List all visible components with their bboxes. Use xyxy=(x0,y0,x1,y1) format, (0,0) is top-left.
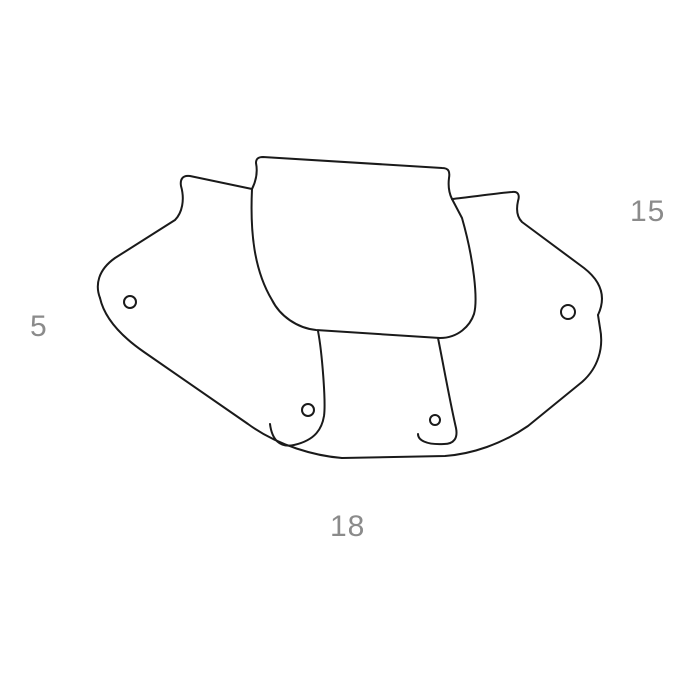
dimension-width-label: 18 xyxy=(330,510,365,544)
dimension-height-label: 5 xyxy=(30,310,48,344)
tray-outline-drawing xyxy=(0,0,700,700)
dimension-diagram: 5 15 18 xyxy=(0,0,700,700)
dimension-depth-label: 15 xyxy=(630,195,665,229)
